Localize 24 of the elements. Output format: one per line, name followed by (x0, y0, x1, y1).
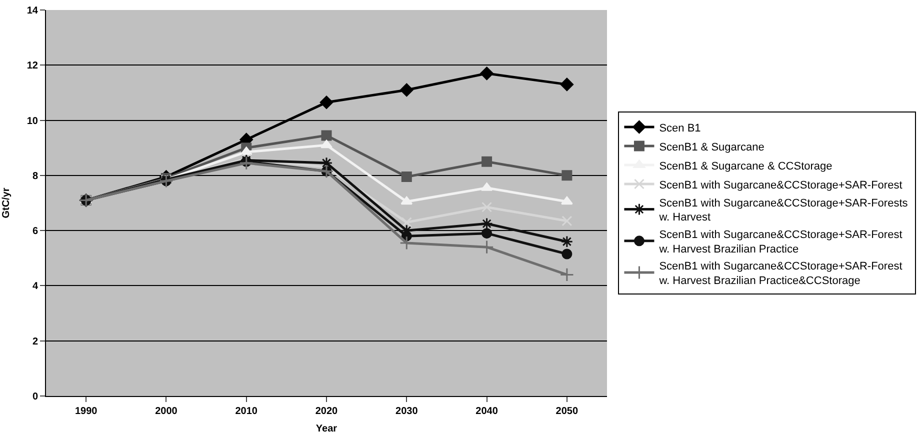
y-tick-label: 0 (32, 392, 38, 402)
y-axis-title: GtC/yr (0, 188, 12, 218)
legend-label: ScenB1 with Sugarcane&CCStorage+SAR-Forests w. Harvest (658, 197, 908, 224)
legend-label: ScenB1 with Sugarcane&CCStorage+SAR-Forest (659, 179, 902, 192)
x-tick-label: 2030 (396, 406, 418, 417)
y-tick-label: 2 (32, 336, 38, 348)
legend-label: ScenB1 & Sugarcane & CCStorage (659, 160, 832, 172)
x-axis-title: Year (316, 424, 338, 434)
legend-label: ScenB1 with Sugarcane&CCStorage+SAR-Forest w. Harvest Brazilian Practice (658, 229, 902, 256)
y-tick-label: 14 (26, 6, 38, 16)
legend-label: ScenB1 with Sugarcane&CCStorage+SAR-Forest w. Harvest Brazilian Practice&CCStorage (658, 260, 902, 287)
y-tick-label: 4 (32, 281, 38, 292)
x-tick-label: 1990 (74, 406, 98, 417)
y-tick-label: 6 (32, 226, 38, 238)
y-tick-label: 8 (32, 170, 38, 182)
x-tick-label: 2040 (476, 406, 498, 417)
x-tick-label: 2000 (155, 406, 178, 417)
legend-label: Scen B1 (659, 122, 701, 134)
y-tick-label: 12 (26, 60, 38, 72)
y-tick-label: 10 (26, 116, 38, 127)
x-tick-label: 2050 (556, 406, 578, 417)
x-tick-label: 2020 (315, 406, 338, 417)
x-tick-label: 2010 (235, 406, 258, 417)
legend-label: ScenB1 & Sugarcane (659, 141, 764, 154)
